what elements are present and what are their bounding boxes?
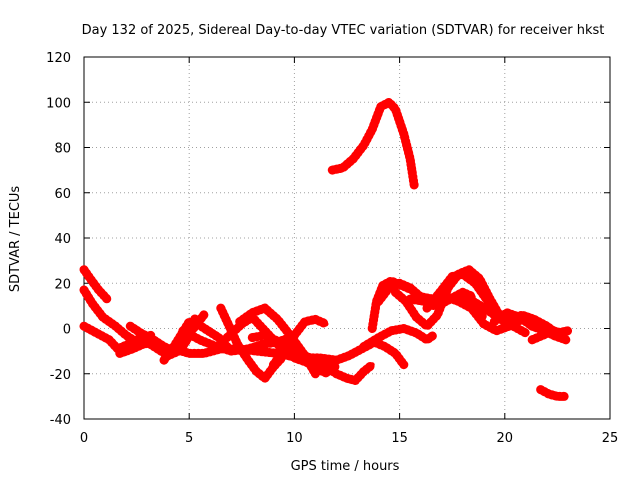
plot-frame [83,56,611,420]
y-axis-label: SDTVAR / TECUs [8,186,23,293]
y-tick-label: 100 [46,96,71,111]
y-tick-label: 40 [54,232,71,247]
series-arc-1-markers [79,265,112,304]
y-tick-label: 0 [63,323,71,338]
x-axis-label: GPS time / hours [291,459,400,474]
series-arc-25-markers [527,326,573,345]
series-arc-15-markers [300,351,377,385]
series-arc-2-markers [79,285,142,347]
y-tick-label: 60 [54,187,71,202]
series-arc-13-markers [247,330,333,379]
axis-ticks: 0 5 10 15 20 25 -40 -20 0 20 40 60 80 100 120 [46,51,618,446]
x-tick-label: 25 [602,431,619,446]
x-tick-label: 5 [185,431,193,446]
y-tick-label: 80 [54,142,71,157]
grid [84,57,610,419]
y-tick-label: -40 [50,413,71,428]
series-arc-17-markers [359,324,438,352]
y-tick-label: 20 [54,277,71,292]
series-arc-14-markers [268,314,331,370]
series-arc-23-markers [468,305,564,340]
y-tick-label: -20 [50,368,71,383]
y-tick-label: 120 [46,51,71,66]
series-arc-27-markers [327,97,419,191]
x-tick-label: 0 [80,431,88,446]
chart-title: Day 132 of 2025, Sidereal Day-to-day VTE… [82,23,605,38]
series-arc-26-markers [536,385,571,401]
x-tick-label: 15 [391,431,408,446]
x-tick-label: 10 [286,431,303,446]
x-tick-label: 20 [497,431,514,446]
series-group [79,97,573,401]
